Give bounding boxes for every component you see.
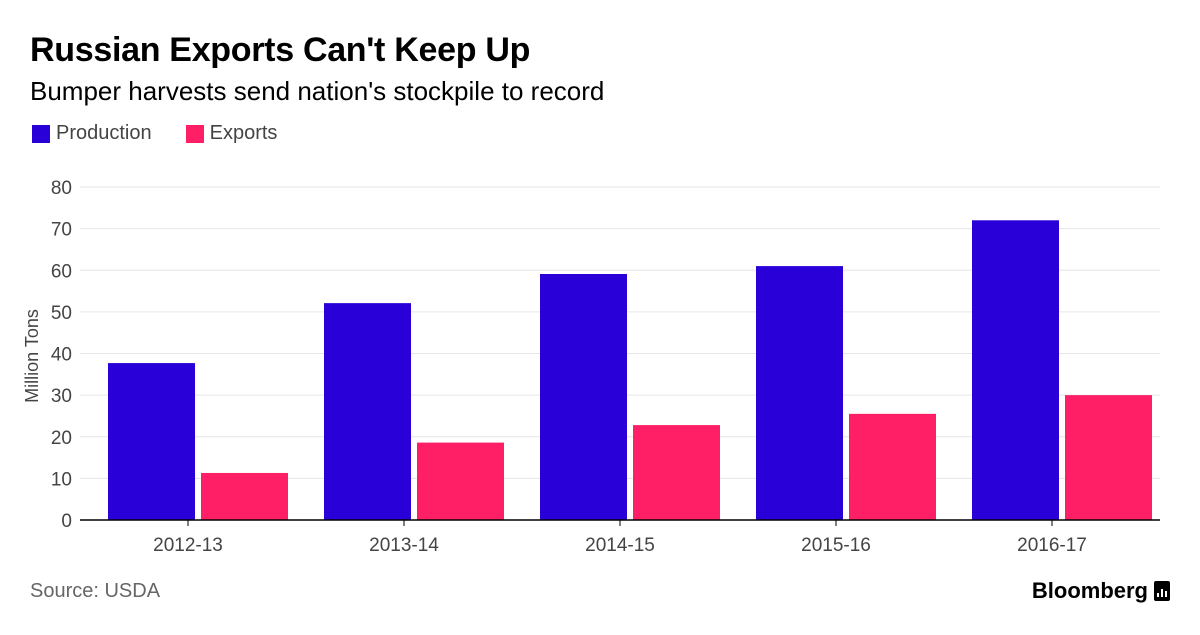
legend-label-production: Production (56, 122, 152, 144)
exports-bar (417, 442, 504, 520)
y-tick-label: 10 (51, 469, 72, 490)
y-axis-label: Million Tons (22, 309, 42, 403)
source-note: Source: USDA (30, 580, 161, 602)
production-bar (324, 303, 411, 520)
x-axis: 2012-13 2013-14 2014-15 2015-16 2016-17 (80, 519, 1160, 556)
bloomberg-terminal-icon (1154, 581, 1170, 601)
production-bar (756, 266, 843, 520)
x-tick-label: 2015-16 (801, 535, 871, 556)
brand-logo: Bloomberg (1032, 578, 1170, 604)
y-tick-label: 70 (51, 220, 72, 241)
y-tick-label: 40 (51, 345, 72, 366)
y-tick-label: 20 (51, 428, 72, 449)
exports-bar (201, 472, 288, 520)
y-tick-label: 80 (51, 178, 72, 199)
legend: Production Exports (32, 122, 311, 145)
legend-item-production: Production (32, 122, 152, 145)
y-axis-ticks: 0 10 20 30 40 50 60 70 80 (51, 178, 72, 532)
y-tick-label: 50 (51, 303, 72, 324)
chart-subtitle: Bumper harvests send nation's stockpile … (30, 76, 605, 106)
x-tick-label: 2012-13 (153, 535, 223, 556)
production-bar (540, 273, 627, 520)
exports-bar (633, 425, 720, 520)
legend-item-exports: Exports (185, 122, 278, 145)
brand-name: Bloomberg (1031, 578, 1148, 603)
y-tick-label: 30 (51, 386, 72, 407)
production-bar (108, 363, 195, 520)
x-tick-label: 2013-14 (369, 535, 439, 556)
y-tick-label: 60 (51, 261, 72, 282)
y-tick-label: 0 (61, 511, 72, 532)
legend-swatch-exports (185, 124, 204, 143)
x-tick-label: 2014-15 (585, 535, 655, 556)
legend-swatch-production (32, 124, 50, 143)
exports-bar (1065, 395, 1152, 520)
exports-bar (849, 413, 936, 520)
bars (108, 220, 1152, 521)
chart-title: Russian Exports Can't Keep Up (30, 31, 531, 69)
legend-label-exports: Exports (209, 122, 278, 144)
production-bar (972, 220, 1059, 521)
x-tick-label: 2016-17 (1017, 535, 1087, 556)
